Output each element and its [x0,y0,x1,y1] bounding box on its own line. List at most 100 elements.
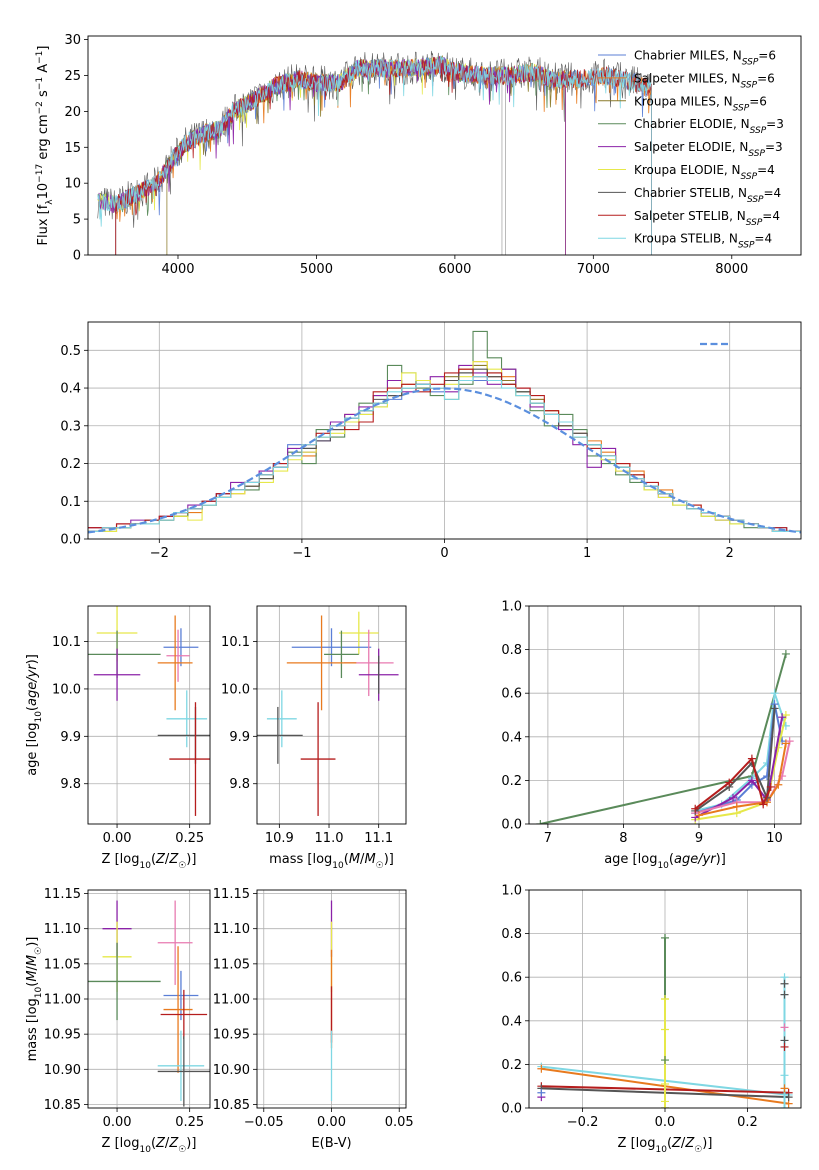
error-bar-point [166,690,208,748]
error-bar-point [163,628,199,667]
error-bar-point [166,629,190,682]
label-part: Kroupa STELIB, N [634,232,738,246]
label-part: SSP [741,172,758,182]
weight-marker [661,995,669,1003]
label-part: ( [344,852,349,867]
x-axis-label: Z [log10(Z/Z☉)] [102,1136,197,1155]
x-tick-label: 0.25 [175,1115,204,1130]
label-part: )] [186,852,196,867]
y-tick-label: 30 [64,33,81,48]
weight-marker [537,1064,546,1073]
weight-marker [780,979,789,988]
error-bar-point [163,970,199,1021]
legend-entry: Salpeter STELIB, NSSP=4 [634,209,780,228]
x-tick-label: 10.9 [265,831,294,846]
label-part: )] [25,937,40,947]
label-part: ☉ [694,1145,702,1155]
y-tick-label: 0.3 [60,419,81,434]
x-axis-label: mass [log10(M/M☉)] [269,852,394,871]
label-part: 10 [655,1145,667,1155]
label-part: ☉ [376,861,384,871]
label-part: )] [702,1136,712,1151]
label-part: E(B-V) [311,1136,351,1151]
label-part: age/yr [674,852,717,867]
legend-entry: Kroupa MILES, NSSP=6 [634,94,767,113]
weight-marker [781,649,790,658]
weight-marker [536,820,545,824]
label-part: SSP [733,103,750,113]
label-part: M [349,852,360,867]
x-tick-label: 0.00 [317,1115,346,1130]
label-part: ] [36,46,51,51]
y-tick-label: 20 [64,105,81,120]
axes-frame [87,605,211,825]
y-tick-label: 1.0 [501,884,522,899]
x-tick-label: 10 [766,831,783,846]
error-bar-point [157,1036,210,1107]
x-tick-label: 4000 [161,262,194,277]
legend-entry: Kroupa STELIB, NSSP=4 [634,232,772,251]
error-bar-point [300,702,336,816]
label-part: ☉ [178,861,186,871]
label-part: SSP [742,58,759,68]
y-tick-label: 0.6 [501,971,522,986]
y-tick-label: 9.8 [60,777,81,792]
label-part: )] [384,852,394,867]
weight-marker [780,1042,789,1051]
label-part: 10 [332,861,344,871]
y-tick-label: 10.85 [44,1098,81,1113]
label-part: SSP [741,80,758,90]
y-tick-label: 10.0 [52,682,81,697]
error-bar-point [157,615,193,711]
error-bar-point [93,648,141,701]
y-tick-label: 11.15 [213,887,250,902]
x-tick-label: 0.0 [655,1115,676,1130]
y-tick-label: 10.90 [213,1063,250,1078]
label-part: 10 [139,1145,151,1155]
label-part: =6 [758,49,776,63]
label-part: =6 [749,94,767,108]
label-part: age [log [604,852,657,867]
x-axis-label: E(B-V) [311,1136,351,1151]
x-tick-label: 11.1 [364,831,393,846]
label-part: 10 [34,711,44,723]
legend-entry: Chabrier STELIB, NSSP=4 [634,186,781,205]
y-tick-label: 10.0 [221,682,250,697]
label-part: Z [168,852,179,867]
label-part: Z [155,1136,166,1151]
label-part: )] [25,654,40,664]
legend-entry: Salpeter ELODIE, NSSP=3 [634,140,783,159]
y-tick-label: 9.9 [229,730,250,745]
weight-marker [785,737,794,746]
x-axis-label: age [log10(age/yr)] [604,852,726,871]
weight-marker [691,804,700,813]
label-part: / [165,1136,170,1151]
label-part: Chabrier MILES, N [634,49,742,63]
x-tick-label: 7 [544,831,552,846]
y-axis-label: age [log10(age/yr)] [25,654,44,776]
label-part: −1 [35,51,45,64]
y-axis-label: Flux [fλ10−17 erg cm−2 s−1 A−1] [35,46,55,246]
weight-marker [661,933,669,942]
label-part: =3 [765,140,783,154]
weight-marker [729,793,737,802]
y-tick-label: 11.00 [213,993,250,1008]
x-tick-label: 8 [619,831,627,846]
y-tick-label: 10.1 [52,635,81,650]
weight-line-salpeter-miles [698,743,787,817]
weight-marker [661,1056,669,1065]
spectrum-series-salpeter-elodie [97,56,566,255]
normal-distribution-curve [88,387,801,534]
error-bar-point [157,900,193,985]
weight-series [536,649,794,824]
y-tick-label: 0.8 [501,927,522,942]
x-tick-label: 0.00 [103,1115,132,1130]
error-bar-point [157,1030,205,1101]
label-part: 10 [657,861,669,871]
y-tick-label: 10 [64,177,81,192]
y-tick-label: 1.0 [501,600,522,615]
y-tick-label: 0.5 [60,344,81,359]
